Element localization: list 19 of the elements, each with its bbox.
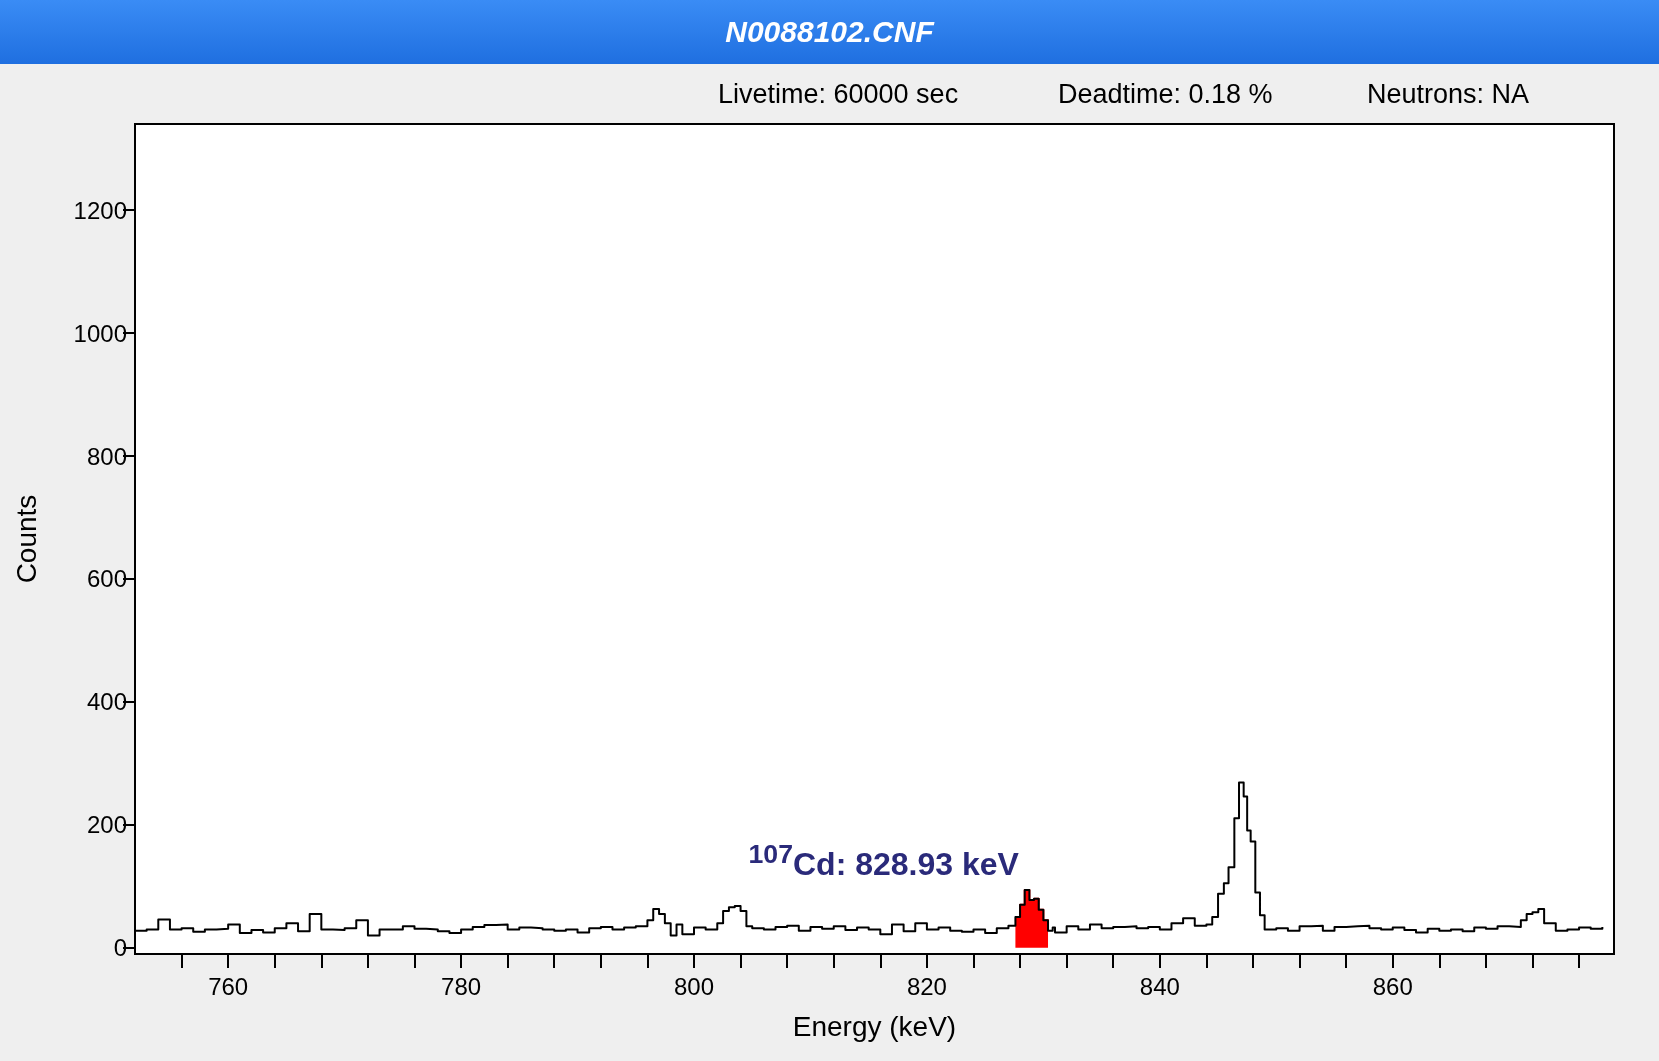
y-tick-label: 800 bbox=[86, 442, 127, 470]
y-tick-label: 1200 bbox=[73, 196, 127, 224]
x-axis-title: Energy (keV) bbox=[792, 1010, 957, 1042]
text: Deadtime: 0.18 % bbox=[1058, 78, 1273, 109]
annotation: $^{107}$Cd: 828.93 keV bbox=[748, 839, 1019, 883]
x-tick-label: 800 bbox=[673, 972, 715, 1000]
x-tick-label: 820 bbox=[906, 972, 947, 1000]
text: Livetime: 60000 sec bbox=[718, 78, 959, 109]
x-tick-label: 860 bbox=[1372, 972, 1413, 1000]
text: Neutrons: NA bbox=[1367, 78, 1530, 109]
y-tick-label: 200 bbox=[86, 811, 127, 839]
x-tick-label: 760 bbox=[208, 972, 249, 1000]
chart-title: N0088102.CNF bbox=[0, 0, 1659, 64]
y-tick-label: 400 bbox=[86, 688, 127, 716]
y-axis-title: Counts bbox=[10, 494, 42, 584]
x-tick-label: 840 bbox=[1139, 972, 1180, 1000]
y-tick-label: 1000 bbox=[73, 319, 127, 347]
x-tick-label: 780 bbox=[441, 972, 482, 1000]
y-tick-label: 600 bbox=[86, 565, 127, 593]
